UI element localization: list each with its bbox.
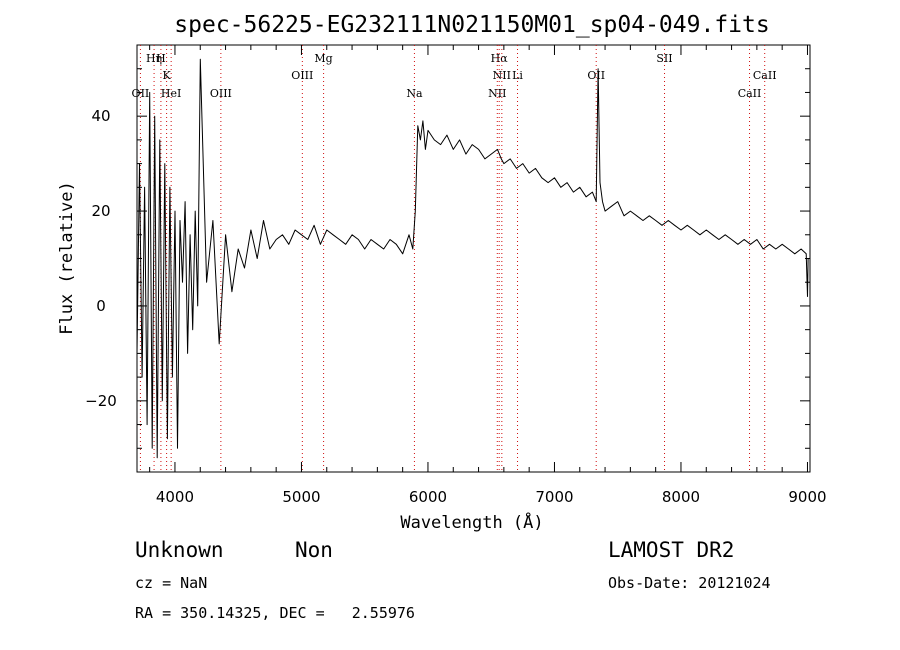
survey-name: LAMOST DR2 [608, 538, 735, 562]
line-label: OIII [210, 87, 232, 100]
spectrum-series [136, 58, 809, 459]
line-label: Hα [491, 52, 509, 65]
x-axis-label: Wavelength (Å) [400, 511, 543, 533]
spectrum-line [136, 58, 809, 459]
x-tick-label: 4000 [156, 488, 194, 506]
axis-ticks [137, 45, 810, 472]
chart-title: spec-56225-EG232111N021150M01_sp04-049.f… [174, 12, 769, 38]
line-label: OII [132, 87, 150, 100]
line-label: K [162, 69, 171, 82]
line-label: HeI [161, 87, 181, 100]
line-label: CaII [738, 87, 762, 100]
x-tick-label: 8000 [662, 488, 700, 506]
x-tick-label: 9000 [788, 488, 826, 506]
line-label: NII [493, 69, 511, 82]
line-label: CaII [753, 69, 777, 82]
line-label: Li [512, 69, 523, 82]
plot-frame [136, 44, 811, 473]
line-label: OIII [291, 69, 313, 82]
object-class: Unknown [135, 538, 224, 562]
line-label: SII [656, 52, 672, 65]
x-tick-label: 6000 [409, 488, 447, 506]
x-tick-label: 5000 [282, 488, 320, 506]
line-label: NII [488, 87, 506, 100]
object-subclass: Non [295, 538, 333, 562]
y-tick-label: 0 [96, 297, 106, 315]
y-tick-label: −20 [85, 392, 117, 410]
y-axis-label: Flux (relative) [57, 181, 77, 335]
y-tick-label: 40 [91, 107, 110, 125]
line-label: OII [587, 69, 605, 82]
line-label: Mg [314, 52, 332, 65]
line-label: Na [406, 87, 423, 100]
redshift-readout: cz = NaN [135, 574, 208, 592]
line-label: Hη [146, 52, 162, 65]
coordinates-readout: RA = 350.14325, DEC = 2.55976 [135, 604, 415, 622]
line-label: H [156, 52, 166, 65]
tick-labels: 4000 5000 6000 7000 8000 9000 −20 0 20 40 [85, 107, 826, 506]
y-tick-label: 20 [91, 202, 110, 220]
x-tick-label: 7000 [535, 488, 573, 506]
observation-date: Obs-Date: 20121024 [608, 574, 771, 592]
